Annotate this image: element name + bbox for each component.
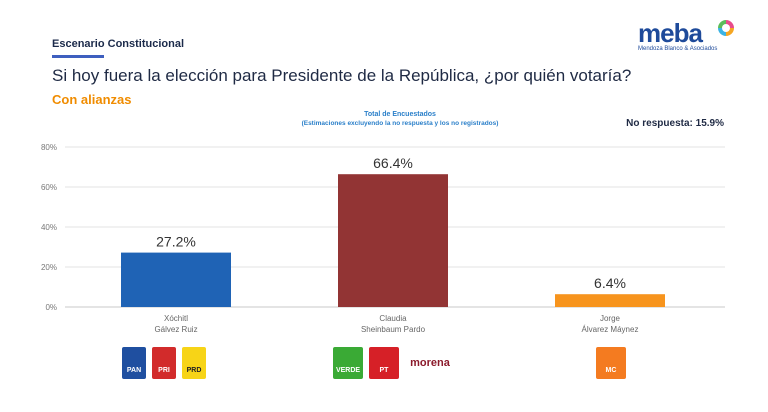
bar [555,294,665,307]
party-logo-label: PRI [158,367,170,374]
data-label: 6.4% [594,275,626,291]
pt-logo: PT [369,347,399,379]
pri-logo: PRI [152,347,176,379]
pan-logo: PAN [122,347,146,379]
brand-flower-center [722,24,730,32]
scenario-subtitle: Con alianzas [52,92,132,107]
category-label: Álvarez Máynez [582,325,639,334]
brand-subtitle: Mendoza Blanco & Asociados [638,46,718,52]
bar [121,252,231,307]
party-logo-label: MC [605,367,617,374]
party-logo-label: PRD [186,367,202,374]
y-tick-label: 40% [41,223,57,232]
chart-title: Total de Encuestados [364,111,436,118]
prd-logo: PRD [182,347,206,379]
morena-logo: morena [405,347,455,379]
category-label: Claudia [379,314,407,323]
verde-logo: VERDE [333,347,363,379]
party-logo-label: morena [410,357,450,369]
chart-subtitle: (Estimaciones excluyendo la no respuesta… [301,120,499,127]
y-tick-label: 60% [41,183,57,192]
y-tick-label: 0% [45,303,57,312]
no-answer-annotation: No respuesta: 15.9% [626,118,724,129]
data-label: 66.4% [373,155,413,171]
y-tick-label: 80% [41,143,57,152]
y-tick-label: 20% [41,263,57,272]
brand-logo: meba [638,18,703,48]
party-logo-label: PT [379,367,389,374]
bar [338,174,448,307]
scenario-label: Escenario Constitucional [52,38,185,50]
category-label: Jorge [600,314,621,323]
data-label: 27.2% [156,234,196,250]
category-label: Xóchitl [164,314,188,323]
scenario-underline [52,55,104,58]
category-label: Gálvez Ruiz [154,325,197,334]
mc-logo: MC [596,347,626,379]
party-logo-label: PAN [126,367,142,374]
party-logo-label: VERDE [335,367,361,374]
survey-question: Si hoy fuera la elección para Presidente… [52,66,632,85]
category-label: Sheinbaum Pardo [361,325,426,334]
